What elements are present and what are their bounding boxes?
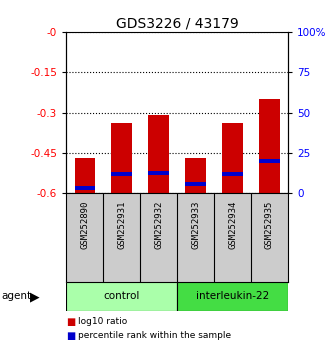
Bar [112, 124, 132, 193]
Text: percentile rank within the sample: percentile rank within the sample [78, 331, 231, 340]
Bar [74, 186, 95, 190]
Bar [259, 159, 280, 163]
Text: ■: ■ [66, 331, 75, 341]
Text: interleukin-22: interleukin-22 [196, 291, 269, 301]
Text: GSM252934: GSM252934 [228, 200, 237, 249]
Bar [148, 115, 169, 193]
Bar [66, 282, 177, 310]
Text: GSM252932: GSM252932 [154, 200, 163, 249]
Bar [112, 172, 132, 176]
Bar [148, 171, 169, 175]
Bar [74, 159, 95, 193]
Title: GDS3226 / 43179: GDS3226 / 43179 [116, 17, 238, 31]
Text: GSM252890: GSM252890 [80, 200, 89, 249]
Text: log10 ratio: log10 ratio [78, 317, 127, 326]
Text: GSM252931: GSM252931 [117, 200, 126, 249]
Text: control: control [104, 291, 140, 301]
Bar [185, 159, 206, 193]
Bar [177, 282, 288, 310]
Text: ■: ■ [66, 317, 75, 327]
Bar [259, 99, 280, 193]
Bar [222, 124, 243, 193]
Bar [222, 172, 243, 176]
Text: GSM252935: GSM252935 [265, 200, 274, 249]
Text: agent: agent [2, 291, 32, 301]
Text: GSM252933: GSM252933 [191, 200, 200, 249]
Bar [185, 182, 206, 186]
Text: ▶: ▶ [30, 290, 40, 303]
